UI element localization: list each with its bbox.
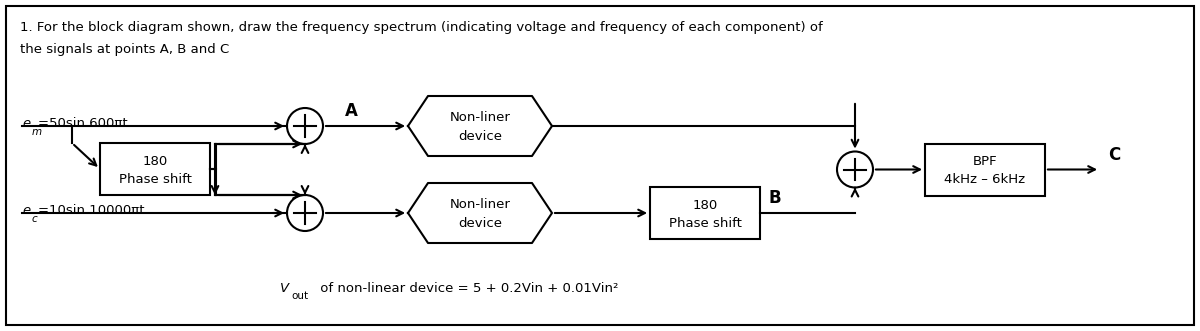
Bar — [100, 143, 210, 195]
Text: device: device — [458, 216, 502, 229]
Text: Non-liner: Non-liner — [450, 198, 510, 211]
Text: BPF: BPF — [973, 155, 997, 168]
Text: 1. For the block diagram shown, draw the frequency spectrum (indicating voltage : 1. For the block diagram shown, draw the… — [20, 21, 823, 34]
Bar — [650, 187, 760, 239]
Circle shape — [287, 195, 323, 231]
Text: out: out — [290, 291, 308, 301]
Text: the signals at points A, B and C: the signals at points A, B and C — [20, 43, 229, 56]
Text: C: C — [1108, 146, 1121, 164]
Text: A: A — [344, 102, 358, 120]
Text: V: V — [280, 282, 289, 296]
Text: c: c — [31, 213, 37, 223]
Text: Phase shift: Phase shift — [119, 172, 192, 185]
Text: 4kHz – 6kHz: 4kHz – 6kHz — [944, 173, 1026, 186]
Text: device: device — [458, 129, 502, 143]
Polygon shape — [408, 96, 552, 156]
Text: Non-liner: Non-liner — [450, 111, 510, 123]
Text: B: B — [768, 189, 781, 207]
Text: m: m — [31, 126, 42, 136]
Text: 180: 180 — [143, 155, 168, 167]
Polygon shape — [408, 183, 552, 243]
Circle shape — [287, 108, 323, 144]
Bar — [925, 144, 1045, 196]
Text: =10sin 10000πt: =10sin 10000πt — [38, 204, 144, 216]
Text: 180: 180 — [692, 199, 718, 212]
Text: =50sin 600πt: =50sin 600πt — [38, 117, 127, 129]
Circle shape — [838, 152, 874, 187]
Text: e: e — [22, 204, 30, 216]
Text: Phase shift: Phase shift — [668, 216, 742, 229]
Text: of non-linear device = 5 + 0.2Vin + 0.01Vin²: of non-linear device = 5 + 0.2Vin + 0.01… — [316, 282, 618, 296]
Text: e: e — [22, 117, 30, 129]
